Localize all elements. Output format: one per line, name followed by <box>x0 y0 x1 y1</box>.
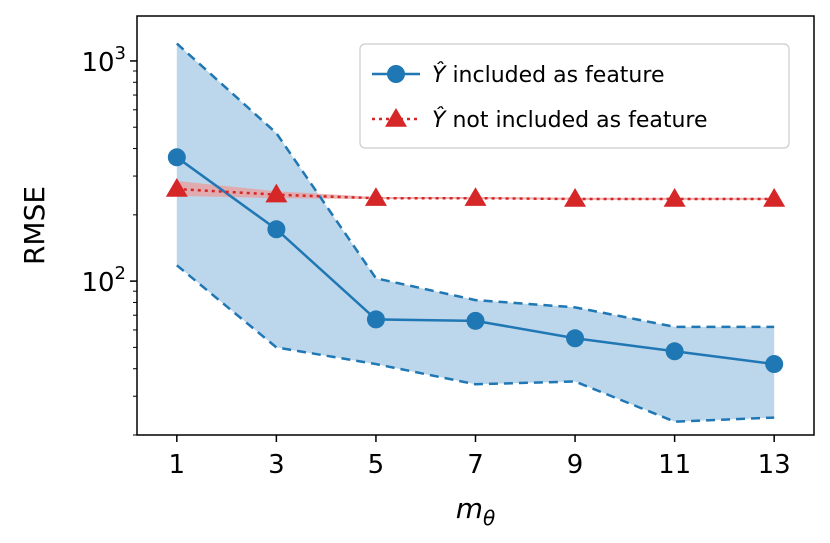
marker-series-2-point-4 <box>464 187 487 206</box>
marker-series-1-point-4 <box>466 311 485 330</box>
band-series-2 <box>176 180 775 200</box>
legend-box <box>359 43 790 149</box>
y-tick-label-1000: 103 <box>81 43 126 78</box>
x-tick-label-1: 1 <box>169 450 186 480</box>
x-tick-label-7: 7 <box>467 450 484 480</box>
legend-marker-series-1 <box>387 65 405 83</box>
y-axis-label: RMSE <box>18 186 51 265</box>
band-upper-edge-series-1 <box>175 42 775 329</box>
x-tick-label-13: 13 <box>758 450 791 480</box>
x-axis-label-main: m <box>456 492 483 525</box>
marker-series-1-point-6 <box>665 342 684 361</box>
x-tick-label-5: 5 <box>368 450 385 480</box>
marker-series-2-point-3 <box>364 187 387 206</box>
marker-series-1-point-7 <box>765 355 784 374</box>
legend-label-series-1: Ŷ included as feature <box>432 62 664 88</box>
y-tick-label-100: 102 <box>81 263 126 298</box>
band-lower-edge-series-1 <box>176 264 775 423</box>
series-markers <box>165 148 786 374</box>
x-axis-label-sub: θ <box>483 506 495 530</box>
legend: Ŷ included as feature Ŷ not included as f… <box>359 43 790 149</box>
legend-marker-series-2 <box>385 108 407 127</box>
x-tick-label-11: 11 <box>658 450 691 480</box>
confidence-bands <box>176 43 775 422</box>
marker-series-2-point-6 <box>663 188 686 207</box>
y-axis-ticks: 102 103 <box>81 43 137 436</box>
x-tick-label-3: 3 <box>268 450 285 480</box>
band-series-1 <box>176 43 775 422</box>
marker-series-2-point-7 <box>763 188 786 207</box>
x-tick-label-9: 9 <box>567 450 584 480</box>
marker-series-1-point-2 <box>267 220 286 239</box>
marker-series-1-point-1 <box>167 148 186 167</box>
x-axis-label: mθ <box>456 492 496 530</box>
marker-series-1-point-3 <box>366 310 385 329</box>
legend-label-series-2: Ŷ not included as feature <box>432 107 708 133</box>
x-axis-ticks: 1 3 5 7 9 11 13 <box>169 435 791 480</box>
marker-series-2-point-5 <box>564 188 587 207</box>
marker-series-1-point-5 <box>566 329 585 348</box>
marker-series-2-point-1 <box>165 178 188 197</box>
marker-series-2-point-2 <box>265 183 288 203</box>
